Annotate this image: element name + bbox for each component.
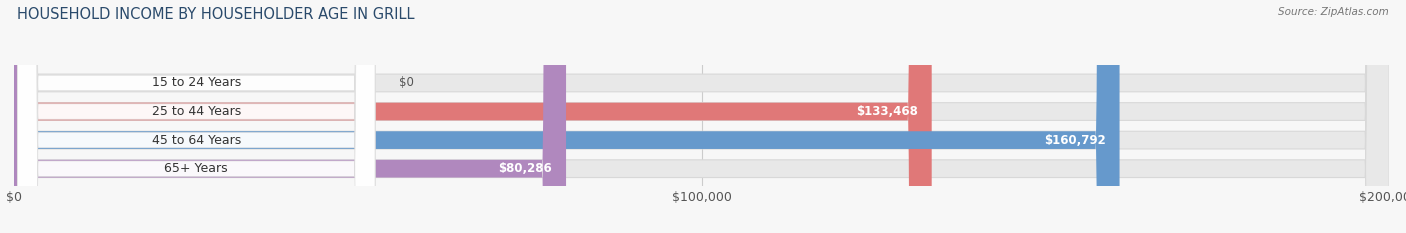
Text: $0: $0 [399, 76, 413, 89]
Text: Source: ZipAtlas.com: Source: ZipAtlas.com [1278, 7, 1389, 17]
FancyBboxPatch shape [17, 0, 375, 233]
FancyBboxPatch shape [14, 0, 1389, 233]
Text: $133,468: $133,468 [856, 105, 918, 118]
FancyBboxPatch shape [14, 0, 1389, 233]
FancyBboxPatch shape [17, 0, 375, 233]
FancyBboxPatch shape [14, 0, 1119, 233]
Text: 15 to 24 Years: 15 to 24 Years [152, 76, 240, 89]
FancyBboxPatch shape [14, 0, 1389, 233]
FancyBboxPatch shape [17, 0, 375, 233]
Text: $80,286: $80,286 [499, 162, 553, 175]
FancyBboxPatch shape [14, 0, 1389, 233]
Text: 25 to 44 Years: 25 to 44 Years [152, 105, 240, 118]
FancyBboxPatch shape [14, 0, 932, 233]
Text: 45 to 64 Years: 45 to 64 Years [152, 134, 240, 147]
FancyBboxPatch shape [14, 0, 567, 233]
Text: 65+ Years: 65+ Years [165, 162, 228, 175]
Text: HOUSEHOLD INCOME BY HOUSEHOLDER AGE IN GRILL: HOUSEHOLD INCOME BY HOUSEHOLDER AGE IN G… [17, 7, 415, 22]
FancyBboxPatch shape [17, 0, 375, 233]
Text: $160,792: $160,792 [1045, 134, 1105, 147]
